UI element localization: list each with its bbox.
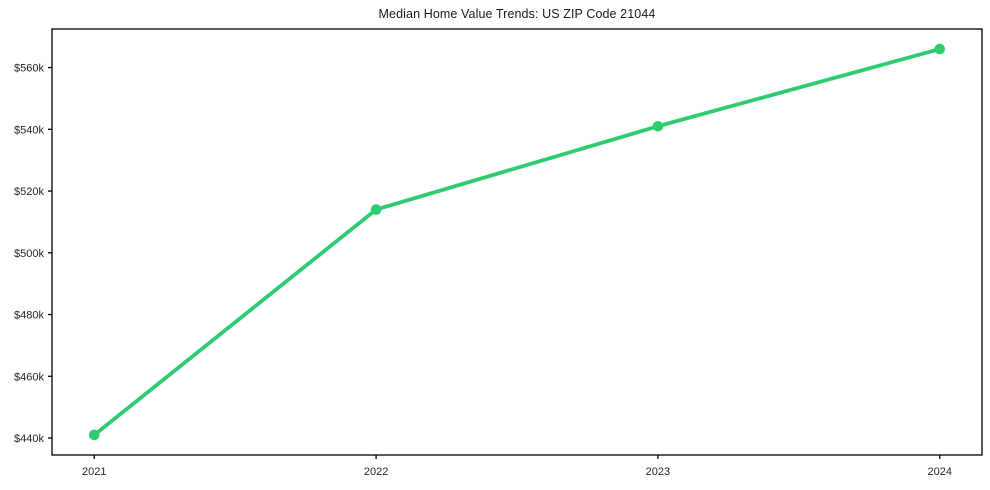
axes-frame <box>51 28 983 456</box>
series-line <box>92 47 942 437</box>
chart-title: Median Home Value Trends: US ZIP Code 21… <box>378 7 656 21</box>
x-tick-label: 2024 <box>927 466 951 478</box>
x-tick-label: 2023 <box>646 466 670 478</box>
y-tick-label: $440k <box>14 433 44 445</box>
data-point <box>370 204 382 215</box>
y-tick-label: $480k <box>14 310 44 322</box>
y-tick-label: $560k <box>14 63 44 75</box>
x-tick-label: 2021 <box>82 466 106 478</box>
data-point <box>652 120 664 132</box>
y-tick-label: $460k <box>14 371 44 383</box>
y-tick-label: $540k <box>14 124 44 136</box>
y-tick-label: $520k <box>14 186 44 198</box>
y-tick-label: $500k <box>14 248 44 260</box>
data-point <box>88 429 100 441</box>
x-tick-label: 2022 <box>364 466 388 478</box>
data-point <box>934 43 946 55</box>
